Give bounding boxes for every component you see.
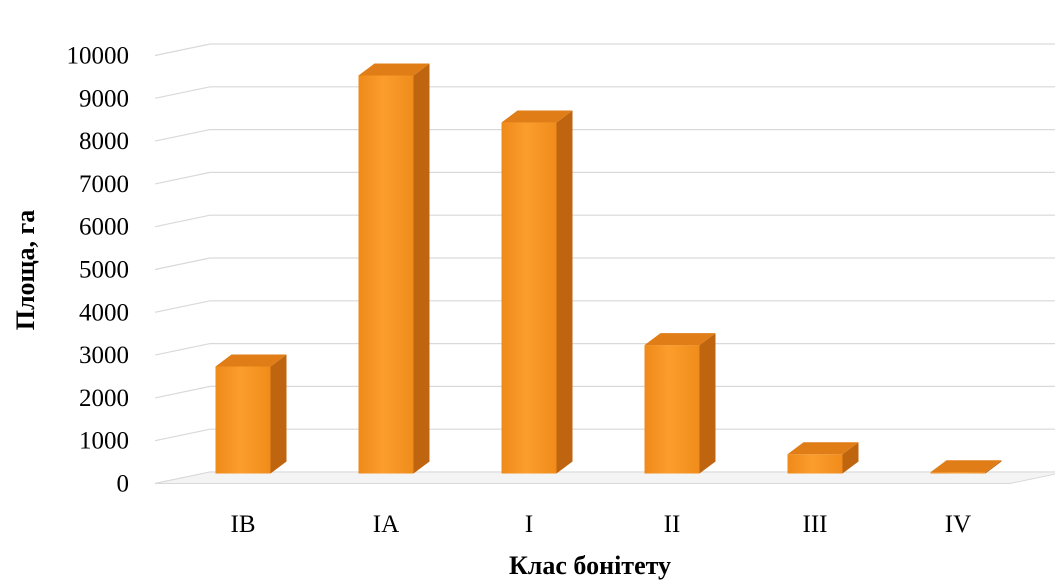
y-tick-label: 1000 <box>79 428 129 455</box>
gridline <box>154 86 1055 99</box>
bar-top <box>215 354 287 367</box>
bar <box>501 110 573 474</box>
gridline <box>154 214 1055 228</box>
x-tick-label: II <box>664 511 681 538</box>
gridline <box>154 43 1055 57</box>
x-axis-title: Клас бонітету <box>509 551 671 580</box>
bar-front <box>787 454 843 474</box>
x-tick-label: IV <box>945 511 971 538</box>
bar-side <box>556 110 573 474</box>
y-axis-title: Площа, га <box>11 210 40 331</box>
x-axis-ticks: IB IA I II III IV <box>231 511 972 538</box>
bars <box>215 63 1002 474</box>
y-tick-label: 4000 <box>79 299 129 326</box>
x-tick-label: III <box>803 511 828 538</box>
bar-front <box>644 345 700 474</box>
x-tick-label: IB <box>231 511 256 538</box>
y-tick-label: 7000 <box>79 171 129 198</box>
gridline <box>154 129 1055 142</box>
bar-front <box>930 472 986 474</box>
bar-side <box>270 354 287 474</box>
y-tick-label: 2000 <box>79 385 129 412</box>
bar <box>644 333 716 474</box>
y-tick-label: 8000 <box>79 128 129 155</box>
bar-side <box>413 63 430 474</box>
bar-front <box>358 75 414 474</box>
bar-top <box>501 110 573 123</box>
bar-top <box>787 442 859 455</box>
bar <box>215 354 287 474</box>
y-tick-label: 10000 <box>67 43 130 70</box>
bar-top <box>358 63 430 76</box>
bar <box>930 460 1002 474</box>
gridline <box>154 385 1055 399</box>
chart-floor <box>154 471 1055 484</box>
bar-top <box>644 333 716 346</box>
y-tick-label: 5000 <box>79 257 129 284</box>
gridlines <box>154 43 1055 485</box>
bar-side <box>699 333 716 474</box>
bar <box>787 442 859 474</box>
gridline <box>154 171 1055 185</box>
gridline <box>154 257 1055 271</box>
y-tick-label: 9000 <box>79 85 129 112</box>
y-tick-label: 6000 <box>79 214 129 241</box>
bar-side <box>842 442 859 474</box>
floor-plane <box>154 471 1055 484</box>
bar-side <box>985 460 1002 474</box>
bar-top <box>930 460 1002 473</box>
y-axis-ticks: 0 1000 2000 3000 4000 5000 6000 7000 8000 9000 100… <box>67 43 130 498</box>
bar-front <box>501 122 557 474</box>
gridline <box>154 343 1055 356</box>
y-tick-label: 0 <box>117 471 130 498</box>
x-tick-label: IA <box>373 511 399 538</box>
gridline <box>154 300 1055 313</box>
bar-front <box>215 366 271 474</box>
x-tick-label: I <box>525 511 533 538</box>
y-tick-label: 3000 <box>79 342 129 369</box>
gridline <box>154 428 1055 442</box>
bar <box>358 63 430 474</box>
